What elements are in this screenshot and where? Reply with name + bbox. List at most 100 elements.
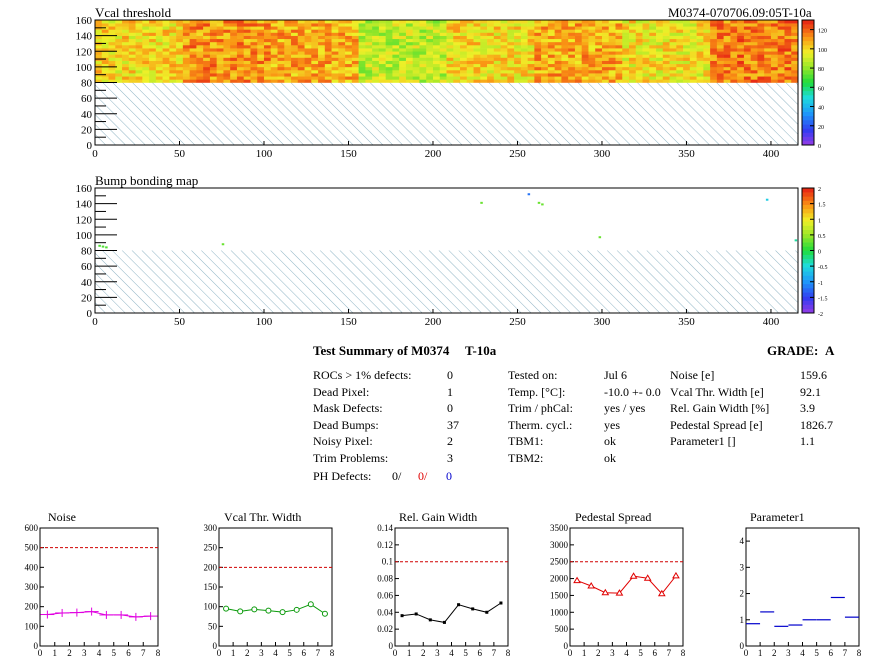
heatmap-cell: [176, 73, 184, 77]
heatmap-cell: [169, 26, 177, 30]
heatmap-cell: [568, 23, 576, 27]
heatmap-cell: [615, 60, 623, 65]
heatmap-cell: [514, 26, 522, 30]
heatmap-cell: [345, 79, 353, 83]
heatmap-cell: [608, 79, 616, 83]
heatmap-cell: [777, 23, 785, 27]
heatmap-cell: [716, 51, 724, 55]
heatmap-cell: [764, 32, 772, 36]
heatmap-cell: [629, 76, 637, 80]
heatmap-cell: [622, 79, 630, 83]
heatmap-cell: [365, 48, 373, 52]
heatmap-cell: [595, 51, 603, 55]
heatmap-cell: [595, 70, 603, 74]
heatmap-cell: [284, 32, 292, 36]
heatmap-cell: [257, 38, 265, 43]
heatmap-cell: [446, 48, 454, 52]
heatmap-cell: [730, 63, 738, 68]
heatmap-cell: [601, 45, 610, 49]
ph-defects-label: PH Defects:: [313, 469, 372, 483]
map-title: Vcal threshold: [95, 5, 172, 20]
heatmap-cell: [115, 79, 123, 83]
heatmap-cell: [629, 57, 637, 61]
heatmap-cell: [791, 41, 799, 46]
heatmap-cell: [595, 57, 603, 61]
data-point: [428, 618, 432, 622]
heatmap-cell: [405, 23, 414, 27]
heatmap-cell: [439, 20, 447, 24]
heatmap-cell: [142, 79, 150, 83]
heatmap-cell: [351, 54, 359, 58]
heatmap-cell: [514, 73, 522, 77]
heatmap-cell: [284, 57, 292, 61]
heatmap-cell: [595, 79, 603, 83]
heatmap-cell: [142, 48, 150, 52]
heatmap-cell: [716, 45, 724, 49]
heatmap-cell: [209, 23, 217, 27]
heatmap-cell: [777, 45, 785, 49]
heatmap-cell: [250, 76, 258, 80]
heatmap-cell: [297, 51, 305, 55]
heatmap-cell: [419, 79, 427, 83]
heatmap-cell: [263, 66, 272, 71]
heatmap-cell: [439, 79, 447, 83]
heatmap-cell: [365, 73, 373, 77]
heatmap-cell: [574, 73, 582, 77]
heatmap-cell: [412, 35, 420, 40]
heatmap-cell: [257, 29, 265, 33]
heatmap-cell: [683, 45, 691, 49]
y-tick-label: 600: [25, 523, 39, 533]
heatmap-cell: [304, 70, 312, 74]
heatmap-cell: [358, 70, 366, 74]
colorbar-cell: [802, 82, 814, 87]
heatmap-cell: [284, 23, 292, 27]
heatmap-cell: [203, 41, 211, 46]
heatmap-cell: [791, 51, 799, 55]
heatmap-cell: [263, 54, 272, 58]
heatmap-cell: [750, 60, 758, 65]
heatmap-cell: [730, 41, 738, 46]
heatmap-cell: [257, 45, 265, 49]
heatmap-cell: [351, 63, 359, 68]
heatmap-cell: [750, 35, 758, 40]
heatmap-cell: [601, 60, 610, 65]
heatmap-cell: [203, 38, 211, 43]
heatmap-column: [534, 20, 623, 83]
heatmap-cell: [460, 20, 468, 24]
heatmap-cell: [162, 63, 170, 68]
trend-frame: [39, 527, 159, 647]
heatmap-column: [710, 20, 799, 83]
x-tick-label: 5: [287, 648, 292, 658]
heatmap-cell: [358, 45, 366, 49]
heatmap-cell: [345, 76, 353, 80]
heatmap-cell: [236, 66, 245, 71]
heatmap-cell: [676, 76, 684, 80]
heatmap-cell: [419, 38, 427, 43]
heatmap-cell: [487, 60, 495, 65]
heatmap-cell: [439, 70, 447, 74]
heatmap-cell: [135, 66, 143, 71]
heatmap-cell: [432, 23, 441, 27]
summary-tag: T-10a: [465, 343, 497, 358]
heatmap-cell: [230, 26, 238, 30]
heatmap-cell: [737, 45, 745, 49]
y-tick-label: 80: [81, 246, 93, 258]
data-point: [615, 589, 624, 596]
heatmap-cell: [466, 32, 474, 36]
heatmap-cell: [311, 23, 319, 27]
data-point: [587, 582, 596, 589]
heatmap-cell: [149, 26, 157, 30]
heatmap-cell: [135, 51, 143, 55]
heatmap-cell: [750, 29, 758, 33]
heatmap-cell: [277, 66, 285, 71]
heatmap-cell: [446, 29, 454, 33]
summary-row-value: 1.1: [800, 434, 815, 448]
heatmap-cell: [209, 41, 217, 46]
heatmap-cell: [689, 45, 697, 49]
bump-defect-point: [537, 201, 541, 204]
heatmap-cell: [629, 38, 637, 43]
heatmap-cell: [656, 20, 664, 24]
heatmap-cell: [196, 73, 204, 77]
heatmap-cell: [399, 57, 407, 61]
heatmap-cell: [189, 48, 197, 52]
